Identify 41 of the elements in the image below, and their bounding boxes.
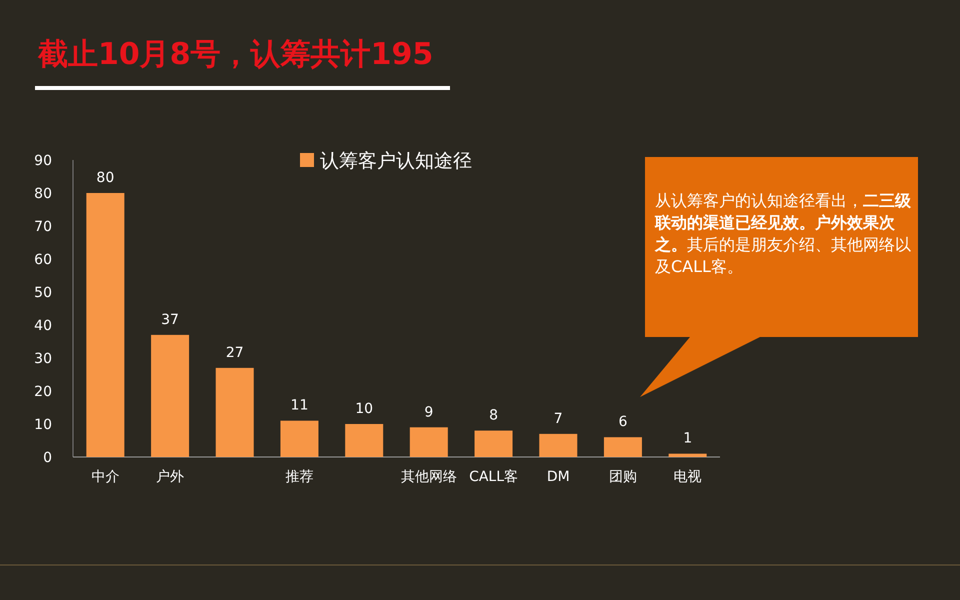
y-tick-label: 10 (34, 417, 52, 433)
x-tick-label: 推荐 (285, 469, 314, 485)
y-tick-label: 60 (34, 252, 52, 268)
bar (280, 420, 318, 457)
bar (539, 434, 578, 457)
y-tick-label: 0 (43, 450, 52, 466)
x-tick-label: DM (546, 469, 570, 485)
data-label: 80 (96, 170, 114, 186)
y-tick-label: 80 (34, 186, 52, 202)
x-tick-label: 其他网络 (400, 469, 457, 485)
data-label: 1 (683, 430, 692, 447)
x-tick-label: CALL客 (469, 469, 518, 485)
bar (604, 437, 642, 457)
y-tick-label: 30 (34, 351, 52, 367)
y-tick-label: 20 (34, 384, 52, 400)
data-label: 37 (161, 312, 179, 328)
chart-title: 截止10月8号，认筹共计195 (37, 37, 434, 72)
y-tick-label: 50 (34, 285, 52, 301)
bar (151, 334, 190, 457)
bar (86, 193, 124, 457)
data-label: 11 (290, 398, 308, 414)
bar (216, 368, 254, 457)
data-label: 9 (424, 404, 434, 420)
y-tick-label: 70 (34, 219, 52, 235)
x-tick-label: 团购 (608, 469, 637, 485)
y-tick-label: 40 (34, 318, 52, 334)
x-tick-label: 电视 (674, 469, 702, 485)
data-label: 8 (489, 408, 498, 424)
data-label: 10 (355, 401, 374, 417)
x-tick-label: 户外 (156, 469, 184, 485)
legend: 认筹客户认知途径 (300, 150, 472, 172)
data-label: 7 (554, 410, 563, 427)
bar (410, 427, 448, 457)
data-label: 27 (226, 344, 244, 361)
x-tick-label: 中介 (91, 469, 120, 485)
annotation: 从认筹客户的认知途径看出，二三级联动的渠道已经见效。户外效果次之。其后的是朋友介绍、其他网络以及CALL客。 (655, 191, 911, 276)
bar (668, 454, 707, 457)
bar (474, 430, 513, 457)
data-label: 6 (618, 414, 628, 430)
bar (345, 424, 384, 457)
y-tick-label: 90 (34, 153, 52, 169)
